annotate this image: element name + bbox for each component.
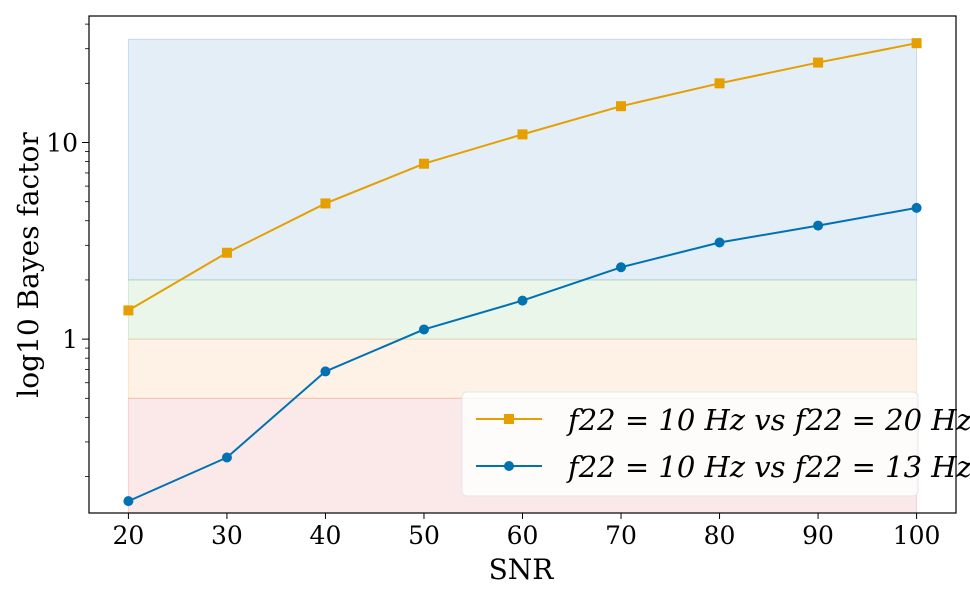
legend-box	[461, 391, 919, 497]
legend-label-series-2: f22 = 10 Hz vs f22 = 13 Hz	[566, 450, 970, 484]
band-substantial	[127, 338, 918, 399]
x-tick-label-30: 30	[211, 521, 243, 550]
series-2-point	[714, 237, 725, 248]
evidence-bands	[127, 38, 918, 514]
series-2-point	[616, 262, 627, 273]
series-2-point	[418, 324, 429, 335]
y-axis-label: log10 Bayes factor	[12, 132, 45, 398]
x-tick-label-50: 50	[408, 521, 440, 550]
x-tick-label-20: 20	[113, 521, 145, 550]
x-tick-label-70: 70	[605, 521, 637, 550]
x-tick-label-90: 90	[802, 521, 834, 550]
series-1-point	[123, 305, 134, 316]
series-1-point	[813, 57, 824, 68]
legend-label-series-1: f22 = 10 Hz vs f22 = 20 Hz	[566, 403, 970, 437]
series-1-point	[320, 198, 331, 209]
x-tick-label-100: 100	[893, 521, 941, 550]
series-2-point	[221, 452, 232, 463]
legend-swatch-marker-series-2	[504, 461, 514, 471]
band-decisive	[127, 38, 918, 281]
series-1-point	[418, 158, 429, 169]
data-series	[123, 38, 922, 507]
series-1-point	[221, 247, 232, 258]
x-tick-label-80: 80	[704, 521, 736, 550]
series-2-point	[911, 202, 922, 213]
series-1-point	[714, 78, 725, 89]
series-2-point	[320, 366, 331, 377]
band-strong	[127, 279, 918, 340]
series-1-point	[911, 38, 922, 49]
series-1-point	[616, 101, 627, 112]
plot-frame	[88, 15, 957, 514]
legend-swatch-marker-series-1	[504, 414, 514, 424]
x-tick-label-40: 40	[310, 521, 342, 550]
x-axis-label: SNR	[489, 553, 555, 586]
series-2-point	[123, 496, 134, 507]
x-tick-label-60: 60	[507, 521, 539, 550]
y-tick-label-10: 10	[46, 129, 78, 158]
series-2-point	[517, 295, 528, 306]
y-tick-label-1: 1	[62, 325, 78, 354]
series-2-point	[813, 220, 824, 231]
series-1-point	[517, 129, 528, 140]
legend: f22 = 10 Hz vs f22 = 20 Hz f22 = 10 Hz v…	[461, 391, 970, 497]
